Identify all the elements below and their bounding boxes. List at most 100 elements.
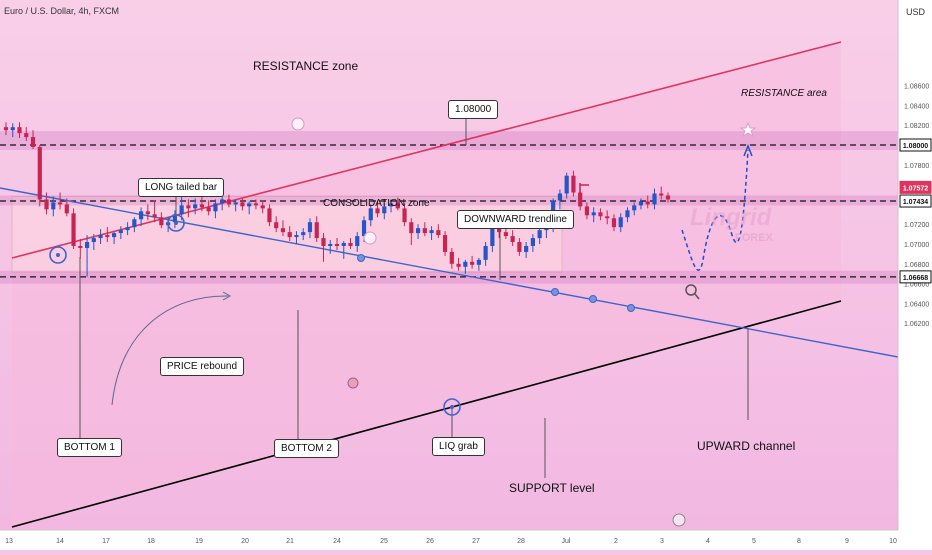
candle-body-59: [402, 208, 407, 223]
candle-body-92: [625, 210, 630, 218]
currency-label: USD: [906, 7, 926, 17]
price-tag-2: 1.07434: [903, 199, 928, 206]
price-tag-0: 1.08000: [903, 143, 928, 150]
x-tick-label-3: 18: [147, 538, 155, 545]
candle-body-45: [307, 222, 313, 233]
trend-dot-0: [357, 254, 365, 262]
x-tick-label-17: 8: [797, 538, 801, 545]
downward-trendline-box: DOWNWARD trendline: [457, 210, 574, 229]
x-tick-label-2: 17: [102, 538, 110, 545]
magnifier-icon: [685, 284, 697, 296]
candle-body-8: [57, 202, 63, 205]
candle-body-37: [253, 203, 259, 206]
candle-body-14: [98, 235, 103, 239]
star-icon: [739, 121, 757, 138]
price-tag-bg-0: [899, 138, 932, 152]
candle-body-25: [172, 214, 177, 223]
candle-body-9: [64, 204, 69, 214]
x-tick-label-11: 28: [517, 538, 525, 545]
candle-body-50: [341, 243, 346, 246]
candle-body-61: [415, 228, 421, 234]
liq-grab-circle-dot: [450, 405, 454, 409]
rebound-arrowhead: [222, 291, 232, 301]
down-arrow-icon-2: [363, 231, 377, 245]
long-bar-circle-dot: [174, 221, 178, 225]
candle-body-69: [470, 261, 475, 265]
y-tick-label-0: 1.08600: [904, 84, 929, 91]
candle-body-44: [301, 232, 306, 236]
candle-body-40: [274, 222, 279, 229]
candle-body-47: [321, 238, 326, 246]
y-tick-label-3: 1.07800: [904, 163, 929, 170]
resistance-area-label: RESISTANCE area: [741, 88, 827, 99]
y-tick-label-6: 1.07000: [904, 242, 929, 249]
candle-body-18: [125, 227, 130, 231]
trend-dot-1: [551, 288, 559, 296]
time-axis-panel: [0, 530, 932, 550]
magnifier-icon-handle: [694, 293, 700, 300]
y-tick-label-5: 1.07200: [904, 222, 929, 229]
candle-body-7: [51, 202, 56, 210]
long-bar-circle: [167, 214, 185, 232]
candle-body-17: [118, 230, 123, 234]
forecast-arrowhead: [743, 143, 753, 157]
liq-grab-box: LIQ grab: [432, 437, 485, 456]
candle-body-1: [10, 127, 15, 131]
x-tick-label-13: 2: [614, 538, 618, 545]
bottom-2-box: BOTTOM 2: [274, 439, 339, 458]
candle-body-97: [659, 193, 664, 196]
candle-body-87: [591, 212, 596, 216]
resistance-band: [0, 131, 898, 150]
price-tag-bg-2: [899, 194, 932, 208]
chart-title: Euro / U.S. Dollar, 4h, FXCM: [4, 6, 120, 16]
candle-body-79: [537, 230, 542, 239]
candle-body-82: [557, 193, 563, 201]
candle-body-68: [463, 261, 468, 267]
candle-body-76: [517, 242, 522, 252]
candle-body-20: [139, 211, 144, 220]
y-tick-label-10: 1.06200: [904, 321, 929, 328]
candle-body-4: [30, 137, 36, 147]
candle-body-94: [638, 201, 644, 206]
candle-body-16: [111, 233, 117, 238]
candle-body-66: [449, 251, 454, 264]
candle-body-85: [578, 192, 583, 207]
candle-body-29: [199, 204, 204, 208]
support-trendline: [11, 300, 842, 528]
channel-fill: [12, 42, 841, 527]
candle-body-34: [233, 202, 238, 205]
candle-body-23: [159, 217, 164, 226]
y-tick-label-9: 1.06400: [904, 301, 929, 308]
y-tick-label-8: 1.06600: [904, 282, 929, 289]
candle-body-28: [193, 204, 198, 209]
candle-body-11: [78, 245, 83, 248]
rebound-arrow: [111, 295, 229, 406]
candle-body-78: [530, 238, 535, 246]
long-tailed-bar-box: LONG tailed bar: [138, 178, 225, 197]
upward-channel-label: UPWARD channel: [697, 439, 796, 453]
candle-body-2: [17, 127, 22, 134]
support-band: [0, 270, 898, 284]
candle-body-32: [220, 199, 225, 204]
candle-body-56: [382, 206, 387, 214]
candle-body-75: [510, 236, 515, 243]
candle-body-31: [213, 203, 218, 212]
candle-body-95: [645, 201, 650, 205]
candle-body-42: [287, 232, 292, 238]
y-tick-label-2: 1.08200: [904, 123, 929, 130]
candle-body-15: [105, 235, 110, 238]
mid-band: [0, 195, 898, 206]
x-tick-label-16: 5: [752, 538, 756, 545]
candle-body-84: [571, 175, 576, 193]
candle-body-57: [388, 203, 394, 207]
x-tick-label-14: 3: [660, 538, 664, 545]
candle-body-71: [483, 245, 488, 260]
candle-body-88: [598, 212, 603, 217]
candle-body-96: [652, 193, 657, 205]
candle-body-5: [37, 146, 42, 200]
watermark-brand: Lingrid: [690, 204, 772, 231]
candle-body-22: [152, 214, 157, 218]
support-level-label: SUPPORT level: [509, 481, 595, 495]
price-tag-bg-3: [899, 270, 932, 284]
